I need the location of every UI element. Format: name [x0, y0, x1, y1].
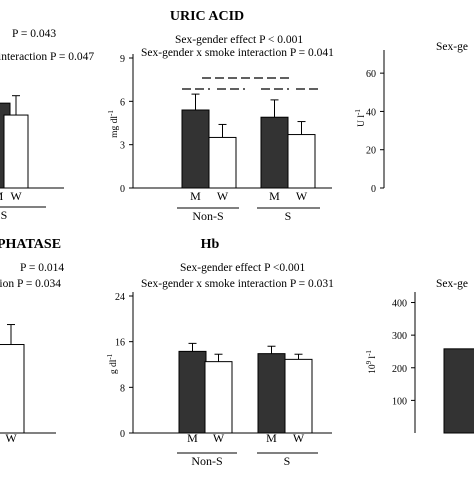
panel-1-annotation: Sex-gender x smoke interaction P = 0.041	[141, 47, 334, 59]
panel-5-y-axis-label: 109 l-1	[365, 350, 378, 374]
panel-4-group-label: S	[284, 454, 291, 468]
panel-4-category-label: W	[293, 431, 305, 445]
panel-0-annotation: interaction P = 0.047	[0, 51, 94, 63]
panel-0-annotation: P = 0.043	[12, 28, 56, 40]
panel-4-title: Hb	[201, 237, 220, 252]
panel-2-annotation: Sex-ge	[436, 41, 468, 53]
panel-2-y-tick-label: 0	[371, 184, 376, 195]
panel-2-y-axis-label: U l-1	[354, 109, 367, 127]
panel-3-title: PHATASE	[0, 237, 61, 252]
panel-1-category-label: M	[269, 189, 280, 203]
panel-1-category-label: W	[217, 189, 229, 203]
panel-1-y-tick-label: 3	[120, 141, 125, 152]
panel-3-bar-W	[0, 344, 25, 434]
panel-1-group-label: S	[285, 209, 292, 223]
panel-4-category-label: M	[266, 431, 277, 445]
panel-2-y-tick-label: 40	[366, 107, 376, 118]
panel-4-annotation: Sex-gender effect P <0.001	[180, 262, 306, 274]
panel-4-y-tick-label: 8	[120, 383, 125, 394]
panel-2-y-tick-label: 60	[366, 69, 376, 80]
panel-5-y-tick-label: 100	[392, 396, 407, 407]
panel-5-bar-M	[443, 348, 474, 434]
panel-1-y-tick-label: 9	[120, 54, 125, 65]
panel-1-y-axis-label: mg dl-1	[107, 110, 120, 138]
panel-1-title: URIC ACID	[170, 9, 244, 24]
panel-1-bar-M	[260, 116, 289, 189]
panel-2-y-tick-label: 20	[366, 146, 376, 157]
panel-1-bar-M	[181, 109, 210, 189]
panel-1-bar-W	[287, 134, 316, 189]
panel-1-y-tick-label: 6	[120, 97, 125, 108]
panel-4-bar-W	[204, 361, 233, 434]
panel-5-y-tick-label: 400	[392, 299, 407, 310]
panel-3-annotation: P = 0.014	[20, 262, 64, 274]
panel-4-bar-M	[257, 353, 286, 434]
panel-1-group-label: Non-S	[192, 209, 223, 223]
panel-4-y-tick-label: 0	[120, 429, 125, 440]
panel-0-category-label: W	[10, 189, 22, 203]
panel-0-bar-W	[3, 114, 29, 189]
panel-0-group-label: S	[1, 208, 8, 222]
panel-4-group-label: Non-S	[191, 454, 222, 468]
panel-0-category-label: M	[0, 189, 4, 203]
panel-4-bar-M	[178, 350, 207, 434]
panel-1-category-label: M	[190, 189, 201, 203]
panel-4-y-tick-label: 16	[115, 338, 125, 349]
panel-1-y-tick-label: 0	[120, 184, 125, 195]
panel-5-y-tick-label: 200	[392, 364, 407, 375]
panel-4-y-axis-label: g dl-1	[106, 353, 119, 374]
panel-3-category-label: W	[5, 431, 17, 445]
panel-4-y-tick-label: 24	[115, 292, 125, 303]
panel-4-category-label: M	[187, 431, 198, 445]
panel-3-annotation: action P = 0.034	[0, 278, 61, 290]
panel-5-y-tick-label: 300	[392, 331, 407, 342]
panel-1-category-label: W	[296, 189, 308, 203]
panel-4-bar-W	[284, 358, 313, 434]
panel-5-annotation: Sex-ge	[436, 278, 468, 290]
panel-1-bar-W	[208, 136, 237, 189]
panel-1-annotation: Sex-gender effect P < 0.001	[175, 34, 303, 46]
panel-4-category-label: W	[213, 431, 225, 445]
panel-4-annotation: Sex-gender x smoke interaction P = 0.031	[141, 278, 334, 290]
